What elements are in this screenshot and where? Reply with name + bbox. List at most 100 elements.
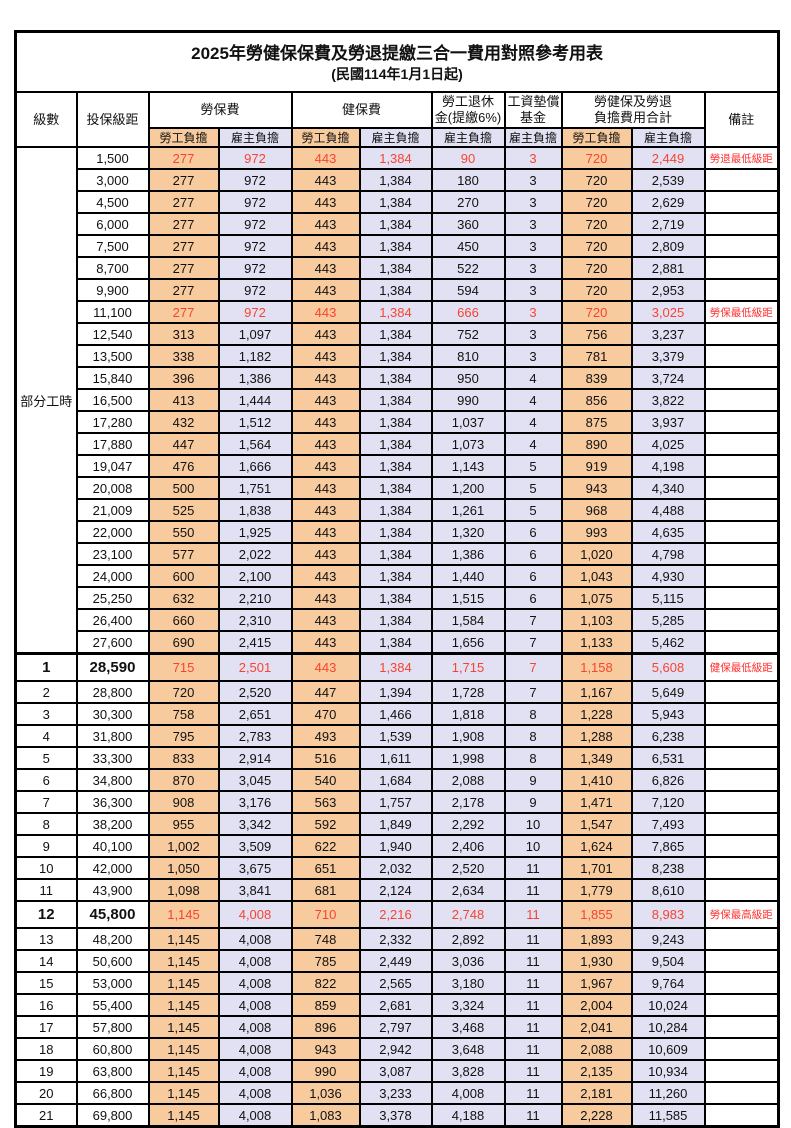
cell-total-employer: 2,629	[630, 190, 706, 214]
cell-labor-employer: 1,666	[217, 454, 293, 478]
cell-health-employer: 1,849	[358, 812, 433, 836]
cell-health-employee: 447	[290, 680, 361, 704]
cell-salary-bracket: 17,880	[75, 432, 150, 456]
cell-health-employee: 443	[290, 234, 361, 258]
cell-labor-employee: 1,145	[147, 1103, 220, 1128]
table-row: 13,500 338 1,182 443 1,384 810 3 781 3,3…	[16, 344, 780, 368]
cell-health-employer: 1,384	[358, 168, 433, 192]
cell-labor-employer: 2,210	[217, 586, 293, 610]
cell-total-employer: 2,719	[630, 212, 706, 236]
cell-pension-employer: 2,892	[430, 927, 506, 951]
cell-wage-fund-employer: 7	[503, 608, 563, 632]
cell-total-employer: 3,025	[630, 300, 706, 324]
cell-pension-employer: 2,088	[430, 768, 506, 792]
cell-health-employee: 493	[290, 724, 361, 748]
cell-total-employer: 5,462	[630, 630, 706, 655]
cell-note	[703, 322, 780, 346]
cell-health-employer: 2,332	[358, 927, 433, 951]
subheader-health-employer: 雇主負擔	[358, 127, 433, 148]
cell-pension-employer: 990	[430, 388, 506, 412]
cell-health-employee: 443	[290, 520, 361, 544]
table-row: 17,280 432 1,512 443 1,384 1,037 4 875 3…	[16, 410, 780, 434]
cell-wage-fund-employer: 3	[503, 168, 563, 192]
cell-level: 4	[14, 724, 78, 748]
cell-total-employee: 1,133	[560, 630, 633, 655]
cell-pension-employer: 3,180	[430, 971, 506, 995]
cell-salary-bracket: 8,700	[75, 256, 150, 280]
cell-note	[703, 366, 780, 390]
cell-note	[703, 702, 780, 726]
cell-total-employer: 4,798	[630, 542, 706, 566]
cell-total-employee: 720	[560, 212, 633, 236]
table-row: 12 45,800 1,145 4,008 710 2,216 2,748 11…	[14, 900, 780, 929]
cell-labor-employee: 476	[147, 454, 220, 478]
cell-note	[703, 498, 780, 522]
cell-total-employee: 2,088	[560, 1037, 633, 1061]
cell-total-employer: 2,449	[630, 146, 706, 170]
cell-note	[703, 724, 780, 748]
cell-labor-employee: 720	[147, 680, 220, 704]
cell-health-employer: 2,797	[358, 1015, 433, 1039]
cell-pension-employer: 594	[430, 278, 506, 302]
subheader-health-employee: 勞工負擔	[290, 127, 361, 148]
cell-health-employer: 1,384	[358, 630, 433, 655]
cell-wage-fund-employer: 9	[503, 790, 563, 814]
cell-pension-employer: 360	[430, 212, 506, 236]
cell-level: 16	[14, 993, 78, 1017]
cell-pension-employer: 1,320	[430, 520, 506, 544]
cell-health-employer: 1,466	[358, 702, 433, 726]
cell-health-employee: 443	[290, 366, 361, 390]
table-row: 1 28,590 715 2,501 443 1,384 1,715 7 1,1…	[14, 652, 780, 682]
cell-health-employee: 592	[290, 812, 361, 836]
cell-pension-employer: 1,908	[430, 724, 506, 748]
cell-labor-employee: 870	[147, 768, 220, 792]
cell-labor-employer: 972	[217, 212, 293, 236]
cell-wage-fund-employer: 3	[503, 212, 563, 236]
cell-note	[703, 256, 780, 280]
cell-labor-employer: 3,841	[217, 878, 293, 902]
cell-labor-employer: 3,509	[217, 834, 293, 858]
cell-wage-fund-employer: 10	[503, 834, 563, 858]
cell-wage-fund-employer: 5	[503, 476, 563, 500]
cell-health-employer: 1,384	[358, 344, 433, 368]
cell-salary-bracket: 3,000	[75, 168, 150, 192]
cell-labor-employer: 972	[217, 278, 293, 302]
cell-salary-bracket: 21,009	[75, 498, 150, 522]
cell-total-employee: 2,041	[560, 1015, 633, 1039]
cell-pension-employer: 1,584	[430, 608, 506, 632]
cell-wage-fund-employer: 11	[503, 927, 563, 951]
cell-labor-employer: 1,512	[217, 410, 293, 434]
table-row: 4,500 277 972 443 1,384 270 3 720 2,629	[16, 190, 780, 214]
cell-pension-employer: 2,748	[430, 900, 506, 929]
cell-labor-employee: 1,145	[147, 949, 220, 973]
cell-pension-employer: 1,728	[430, 680, 506, 704]
cell-labor-employer: 4,008	[217, 900, 293, 929]
cell-health-employee: 443	[290, 168, 361, 192]
cell-health-employee: 443	[290, 542, 361, 566]
cell-labor-employee: 277	[147, 278, 220, 302]
cell-salary-bracket: 20,008	[75, 476, 150, 500]
cell-wage-fund-employer: 3	[503, 278, 563, 302]
cell-labor-employer: 4,008	[217, 1081, 293, 1105]
cell-labor-employee: 277	[147, 256, 220, 280]
cell-labor-employee: 396	[147, 366, 220, 390]
cell-level: 1	[14, 652, 78, 682]
cell-wage-fund-employer: 3	[503, 190, 563, 214]
cell-health-employer: 1,611	[358, 746, 433, 770]
cell-health-employee: 896	[290, 1015, 361, 1039]
cell-labor-employee: 690	[147, 630, 220, 655]
cell-health-employer: 1,384	[358, 652, 433, 682]
cell-total-employer: 3,379	[630, 344, 706, 368]
table-row: 8 38,200 955 3,342 592 1,849 2,292 10 1,…	[14, 812, 780, 836]
cell-wage-fund-employer: 5	[503, 498, 563, 522]
table-row: 11,100 277 972 443 1,384 666 3 720 3,025…	[16, 300, 780, 324]
cell-labor-employee: 1,050	[147, 856, 220, 880]
cell-total-employer: 4,340	[630, 476, 706, 500]
cell-total-employer: 5,115	[630, 586, 706, 610]
cell-health-employer: 1,684	[358, 768, 433, 792]
cell-level: 10	[14, 856, 78, 880]
cell-health-employer: 1,384	[358, 454, 433, 478]
cell-note	[703, 388, 780, 412]
cell-salary-bracket: 28,590	[75, 652, 150, 682]
cell-salary-bracket: 33,300	[75, 746, 150, 770]
